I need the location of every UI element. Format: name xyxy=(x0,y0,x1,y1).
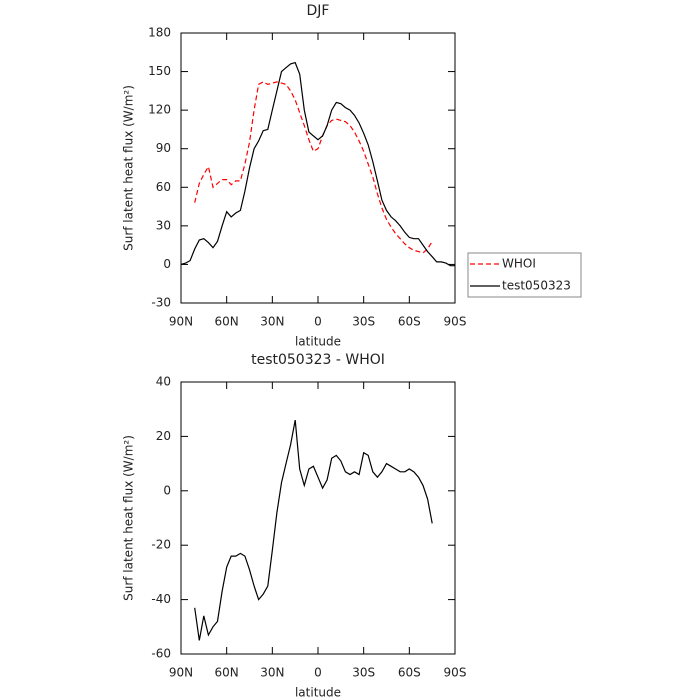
legend-label: test050323 xyxy=(502,279,571,293)
series-line xyxy=(194,81,433,254)
x-axis-label: latitude xyxy=(295,335,341,349)
legend-box xyxy=(467,252,582,298)
y-tick-label: 0 xyxy=(163,257,171,271)
data-line xyxy=(194,419,433,641)
x-tick-label: 90N xyxy=(169,666,193,680)
y-tick-label: 30 xyxy=(156,218,171,232)
y-tick-label: -20 xyxy=(151,538,171,552)
plot-frame xyxy=(180,32,456,304)
x-tick-label: 60S xyxy=(398,315,421,329)
y-tick-label: -40 xyxy=(151,592,171,606)
x-tick-label: 0 xyxy=(314,666,322,680)
x-tick-label: 90N xyxy=(169,315,193,329)
y-tick-label: 180 xyxy=(148,26,171,40)
x-tick-label: 60N xyxy=(215,315,239,329)
chart-title: test050323 - WHOI xyxy=(251,352,385,368)
x-tick-label: 30N xyxy=(260,315,284,329)
y-tick-label: 0 xyxy=(163,483,171,497)
y-tick-label: 150 xyxy=(148,64,171,78)
y-tick-label: -60 xyxy=(151,647,171,661)
x-tick-label: 0 xyxy=(314,315,322,329)
y-axis-label: Surf latent heat flux (W/m²) xyxy=(122,435,136,601)
x-axis-label: latitude xyxy=(295,686,341,700)
y-axis-label: Surf latent heat flux (W/m²) xyxy=(122,85,136,251)
series-line xyxy=(180,61,455,267)
x-tick-label: 60S xyxy=(398,666,421,680)
plot-frame xyxy=(180,381,456,655)
y-tick-label: -30 xyxy=(151,296,171,310)
x-tick-label: 30N xyxy=(260,666,284,680)
y-tick-label: 60 xyxy=(156,180,171,194)
y-tick-label: 120 xyxy=(148,103,171,117)
legend-label: WHOI xyxy=(502,257,536,271)
x-tick-label: 60N xyxy=(215,666,239,680)
x-tick-label: 30S xyxy=(352,315,375,329)
x-tick-label: 30S xyxy=(352,666,375,680)
chart-title: DJF xyxy=(307,3,330,19)
x-tick-label: 90S xyxy=(444,315,467,329)
x-tick-label: 90S xyxy=(444,666,467,680)
y-tick-label: 20 xyxy=(156,429,171,443)
y-tick-label: 40 xyxy=(156,375,171,389)
y-tick-label: 90 xyxy=(156,141,171,155)
